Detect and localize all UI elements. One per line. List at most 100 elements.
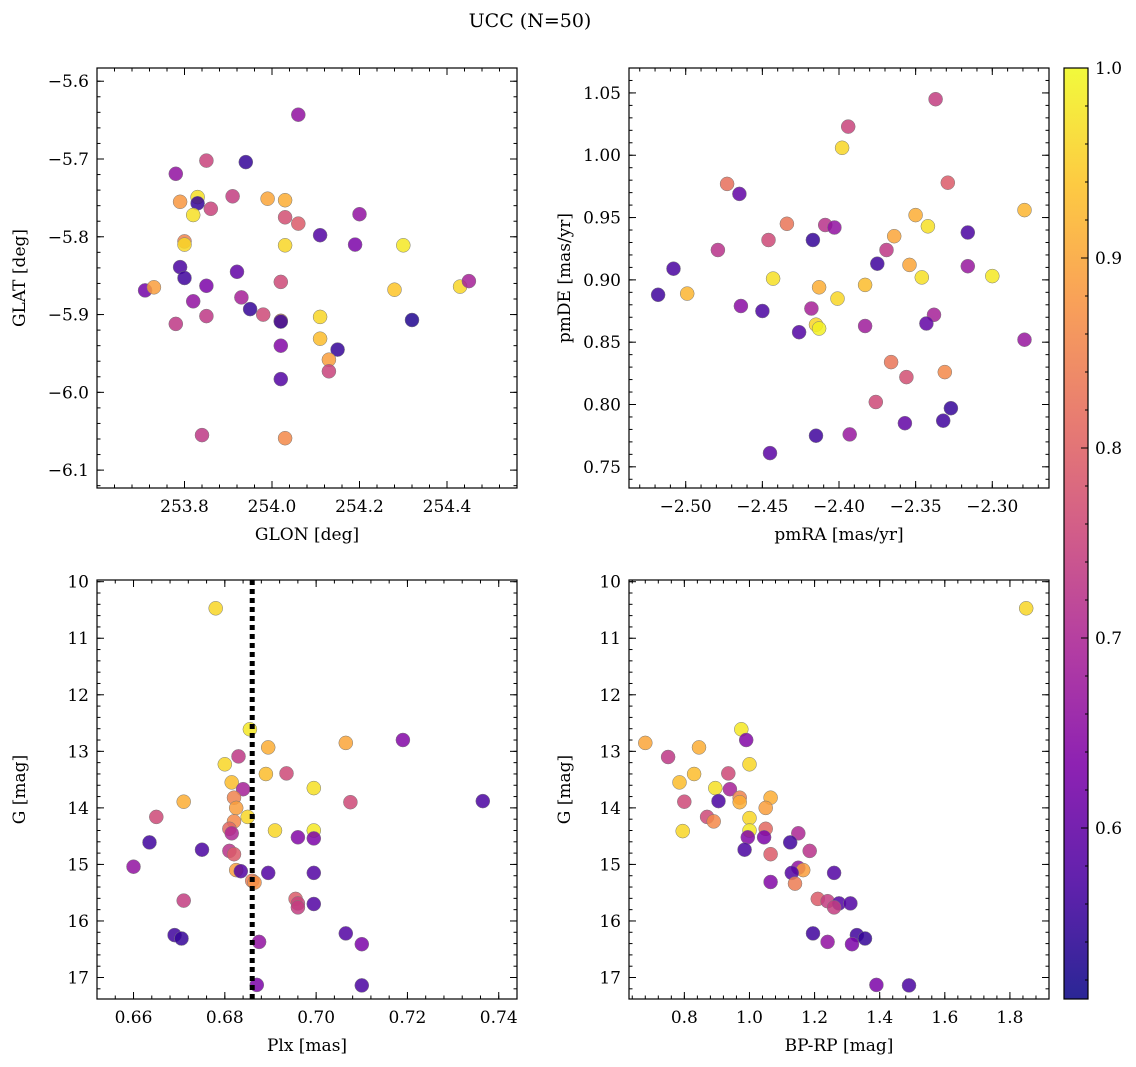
data-point (706, 814, 721, 829)
data-point (691, 740, 707, 755)
data-point (126, 859, 141, 874)
data-point (277, 238, 293, 253)
y-axis-label: G [mag] (555, 755, 575, 824)
data-point (233, 863, 249, 879)
axes-frame (628, 579, 1050, 1000)
data-point (708, 780, 723, 796)
data-point (225, 189, 240, 204)
data-point (260, 740, 276, 755)
x-tick-label: 0.66 (115, 1008, 153, 1028)
x-tick-label: 0.70 (297, 1008, 335, 1028)
data-point (827, 220, 842, 235)
x-axis-label: BP-RP [mag] (785, 1036, 894, 1056)
data-point (738, 732, 754, 748)
data-point (142, 835, 157, 850)
data-point (461, 273, 477, 289)
ticks (96, 68, 518, 488)
data-point (228, 800, 244, 816)
data-point (675, 823, 690, 839)
colorbar-tick-label: 0.9 (1095, 249, 1122, 269)
x-tick-label: −2.35 (890, 497, 942, 517)
y-tick-label: 12 (599, 686, 621, 706)
data-point (857, 318, 873, 334)
y-tick-label: 16 (67, 912, 89, 932)
data-point (203, 201, 219, 217)
data-point (277, 192, 293, 208)
data-point (260, 191, 275, 206)
data-point (217, 757, 233, 772)
data-point (312, 227, 328, 243)
y-tick-label: 13 (599, 742, 621, 762)
data-point (883, 354, 899, 370)
data-point (779, 216, 795, 232)
data-point (650, 287, 666, 303)
data-point (901, 978, 917, 993)
data-point (868, 394, 884, 410)
y-tick-label: 16 (599, 912, 621, 932)
data-point (660, 749, 676, 765)
y-tick-label: 10 (67, 573, 89, 593)
scatter-points (650, 91, 1032, 461)
data-point (843, 896, 858, 911)
data-point (762, 445, 778, 461)
data-point (940, 175, 956, 190)
data-point (761, 232, 776, 248)
data-point (960, 258, 976, 274)
data-point (844, 936, 860, 952)
data-point (404, 312, 420, 328)
x-tick-label: −2.50 (660, 497, 712, 517)
data-point (919, 316, 934, 331)
x-axis-label: Plx [mas] (267, 1036, 347, 1056)
y-tick-label: −6.1 (48, 461, 89, 481)
x-tick-label: 0.74 (480, 1008, 518, 1028)
data-point (711, 793, 726, 809)
x-tick-label: 254.4 (423, 497, 472, 517)
x-tick-label: 1.2 (801, 1008, 828, 1028)
data-point (840, 119, 856, 134)
data-point (811, 321, 827, 336)
data-point (199, 308, 214, 324)
data-point (234, 290, 249, 305)
data-point (935, 413, 951, 428)
axes-frame (96, 579, 518, 1000)
data-point (149, 809, 164, 825)
data-point (820, 934, 835, 950)
colorbar-tick-label: 0.8 (1095, 439, 1122, 459)
scatter-points (126, 601, 491, 993)
data-point (174, 931, 189, 946)
data-point (802, 843, 817, 859)
data-point (740, 830, 756, 845)
y-tick-label: 14 (599, 799, 621, 819)
y-tick-label: −5.6 (48, 72, 89, 92)
colorbar-gradient (1063, 67, 1089, 1000)
data-point (666, 261, 681, 276)
data-point (733, 298, 749, 314)
data-point (185, 294, 201, 309)
x-tick-label: 0.72 (389, 1008, 427, 1028)
data-point (787, 876, 803, 891)
data-point (176, 794, 191, 809)
data-point (291, 216, 306, 231)
data-point (475, 793, 491, 809)
x-tick-label: −2.30 (966, 497, 1018, 517)
data-point (756, 830, 772, 845)
data-point (231, 749, 246, 764)
ticks (96, 580, 518, 999)
data-point (1018, 601, 1034, 616)
data-point (224, 775, 239, 790)
data-point (804, 301, 819, 316)
data-point (321, 364, 337, 379)
x-tick-label: 0.68 (206, 1008, 244, 1028)
y-tick-label: 15 (67, 855, 89, 875)
x-axis-label: GLON [deg] (255, 525, 359, 545)
scatter-points (137, 107, 477, 446)
y-tick-label: 0.80 (583, 395, 621, 415)
data-point (937, 364, 953, 380)
x-tick-label: 1.4 (866, 1008, 893, 1028)
data-point (312, 309, 328, 325)
y-tick-label: 1.00 (583, 146, 621, 166)
data-point (185, 207, 201, 223)
y-tick-label: 0.75 (583, 458, 621, 478)
data-point (897, 415, 913, 431)
